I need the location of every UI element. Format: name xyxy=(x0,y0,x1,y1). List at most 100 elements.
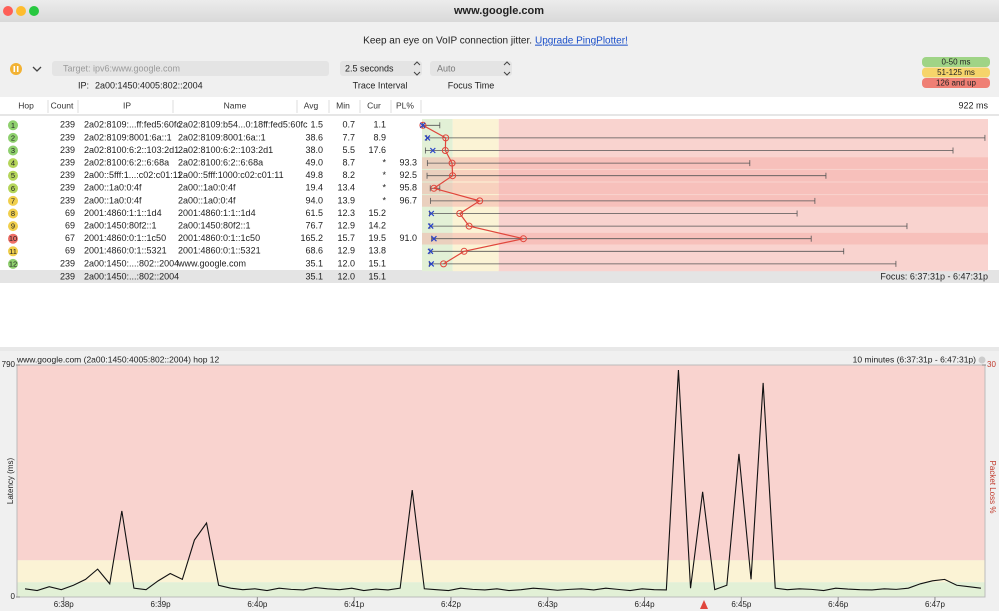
avg-marker xyxy=(519,235,527,243)
hop-number: 7 xyxy=(11,196,15,205)
stepper[interactable] xyxy=(413,61,421,76)
cur: * xyxy=(382,157,386,167)
plot-frame xyxy=(16,364,986,598)
range-dropdown[interactable] xyxy=(978,356,986,364)
pause-button[interactable] xyxy=(10,63,22,75)
summary-cur: 15.1 xyxy=(368,271,386,281)
range-label[interactable]: 10 minutes (6:37:31p - 6:47:31p) xyxy=(853,354,976,364)
cur: * xyxy=(382,170,386,180)
avg: 94.0 xyxy=(305,195,323,205)
name: 2001:4860:1:1::1d4 xyxy=(178,208,256,218)
window-title: www.google.com xyxy=(453,5,544,17)
avg: 38.0 xyxy=(305,145,323,155)
hop-badge xyxy=(8,120,18,131)
count: 239 xyxy=(60,120,75,130)
close-button[interactable] xyxy=(3,6,13,16)
focus-marker[interactable] xyxy=(700,600,708,609)
min: 8.2 xyxy=(342,170,355,180)
interval-label: Trace Interval xyxy=(353,80,408,90)
splitter[interactable] xyxy=(0,347,999,351)
hop-badge xyxy=(8,233,18,244)
hop-number: 1 xyxy=(11,121,15,130)
band-bad xyxy=(17,365,985,561)
legend-label: 126 and up xyxy=(936,78,977,87)
count: 239 xyxy=(60,132,75,142)
cur: 15.2 xyxy=(368,208,386,218)
packet-loss: 93.3 xyxy=(399,157,417,167)
x-tick-label: 6:40p xyxy=(247,600,268,609)
avg: 68.6 xyxy=(305,246,323,256)
hop-number: 4 xyxy=(11,159,15,168)
avg-line xyxy=(422,124,524,265)
hop-badge xyxy=(8,195,18,206)
name: 2001:4860:0:1::5321 xyxy=(178,246,261,256)
focus-input[interactable] xyxy=(430,61,512,76)
count: 239 xyxy=(60,183,75,193)
hop-badge xyxy=(8,132,18,143)
ip: 2001:4860:0:1::1c50 xyxy=(84,233,166,243)
upgrade-link[interactable]: Upgrade PingPlotter! xyxy=(535,36,628,47)
count: 69 xyxy=(65,246,75,256)
hop-number: 2 xyxy=(11,133,15,142)
hop-badge xyxy=(8,221,18,232)
y-tick-label: 790 xyxy=(2,360,16,369)
y-tick-label: 0 xyxy=(11,592,16,601)
interval-input[interactable] xyxy=(340,61,422,76)
minimize-button[interactable] xyxy=(16,6,26,16)
cur: 8.9 xyxy=(373,132,386,142)
cur: 15.1 xyxy=(368,258,386,268)
avg-marker xyxy=(419,121,427,129)
legend-swatch xyxy=(922,57,990,67)
y2-axis-label: Packet Loss % xyxy=(988,461,997,514)
min: 12.0 xyxy=(337,258,355,268)
band-bad xyxy=(498,119,988,272)
min: 13.9 xyxy=(337,195,355,205)
dropdown-arrow[interactable] xyxy=(32,66,42,72)
title-bar xyxy=(0,0,999,22)
min: 12.9 xyxy=(337,246,355,256)
pause-icon xyxy=(13,66,16,72)
x-tick-label: 6:42p xyxy=(441,600,462,609)
min: 12.9 xyxy=(337,220,355,230)
zoom-button[interactable] xyxy=(29,6,39,16)
target-input[interactable] xyxy=(52,61,329,76)
ip: 2a02:8100:6:2::103:2d1 xyxy=(84,145,179,155)
ip: 2a00::1a0:0:4f xyxy=(84,183,142,193)
name: 2a02:8109:8001:6a::1 xyxy=(178,132,266,142)
count: 239 xyxy=(60,157,75,167)
ip: 2a00::1a0:0:4f xyxy=(84,195,142,205)
avg: 165.2 xyxy=(300,233,323,243)
scale-label: 922 ms xyxy=(958,100,988,110)
column-header: IP xyxy=(123,100,131,110)
min: 12.3 xyxy=(337,208,355,218)
avg: 61.5 xyxy=(305,208,323,218)
cur-marker xyxy=(427,223,434,230)
count: 67 xyxy=(65,233,75,243)
cur: 19.5 xyxy=(368,233,386,243)
packet-loss: 92.5 xyxy=(399,170,417,180)
ip: 2001:4860:1:1::1d4 xyxy=(84,208,162,218)
summary-ip: 2a00:1450:...:802::2004 xyxy=(84,271,179,281)
name: 2a02:8109:b54...0:18ff:fed5:60fc xyxy=(178,120,308,130)
count: 239 xyxy=(60,145,75,155)
legend-swatch xyxy=(922,67,990,78)
column-header: Cur xyxy=(367,100,381,110)
name: 2a00::1a0:0:4f xyxy=(178,195,236,205)
name: 2a02:8100:6:2::6:68a xyxy=(178,157,263,167)
focus-range: Focus: 6:37:31p - 6:47:31p xyxy=(880,271,988,281)
hop-number: 8 xyxy=(11,209,15,218)
banner-text: Keep an eye on VoIP connection jitter. xyxy=(363,36,532,47)
ip: 2a00::5fff:1...:c02:c01:11 xyxy=(84,170,182,180)
ip: 2a02:8109:...ff:fed5:60fc xyxy=(84,120,181,130)
hop-number: 9 xyxy=(11,222,15,231)
hop-number: 12 xyxy=(9,259,17,268)
hop-number: 5 xyxy=(11,171,15,180)
summary-avg: 35.1 xyxy=(305,271,323,281)
min: 5.5 xyxy=(342,145,355,155)
stepper[interactable] xyxy=(503,61,511,76)
x-tick-label: 6:46p xyxy=(828,600,849,609)
column-header: Avg xyxy=(304,100,319,110)
ip: 2a02:8109:8001:6a::1 xyxy=(84,132,172,142)
